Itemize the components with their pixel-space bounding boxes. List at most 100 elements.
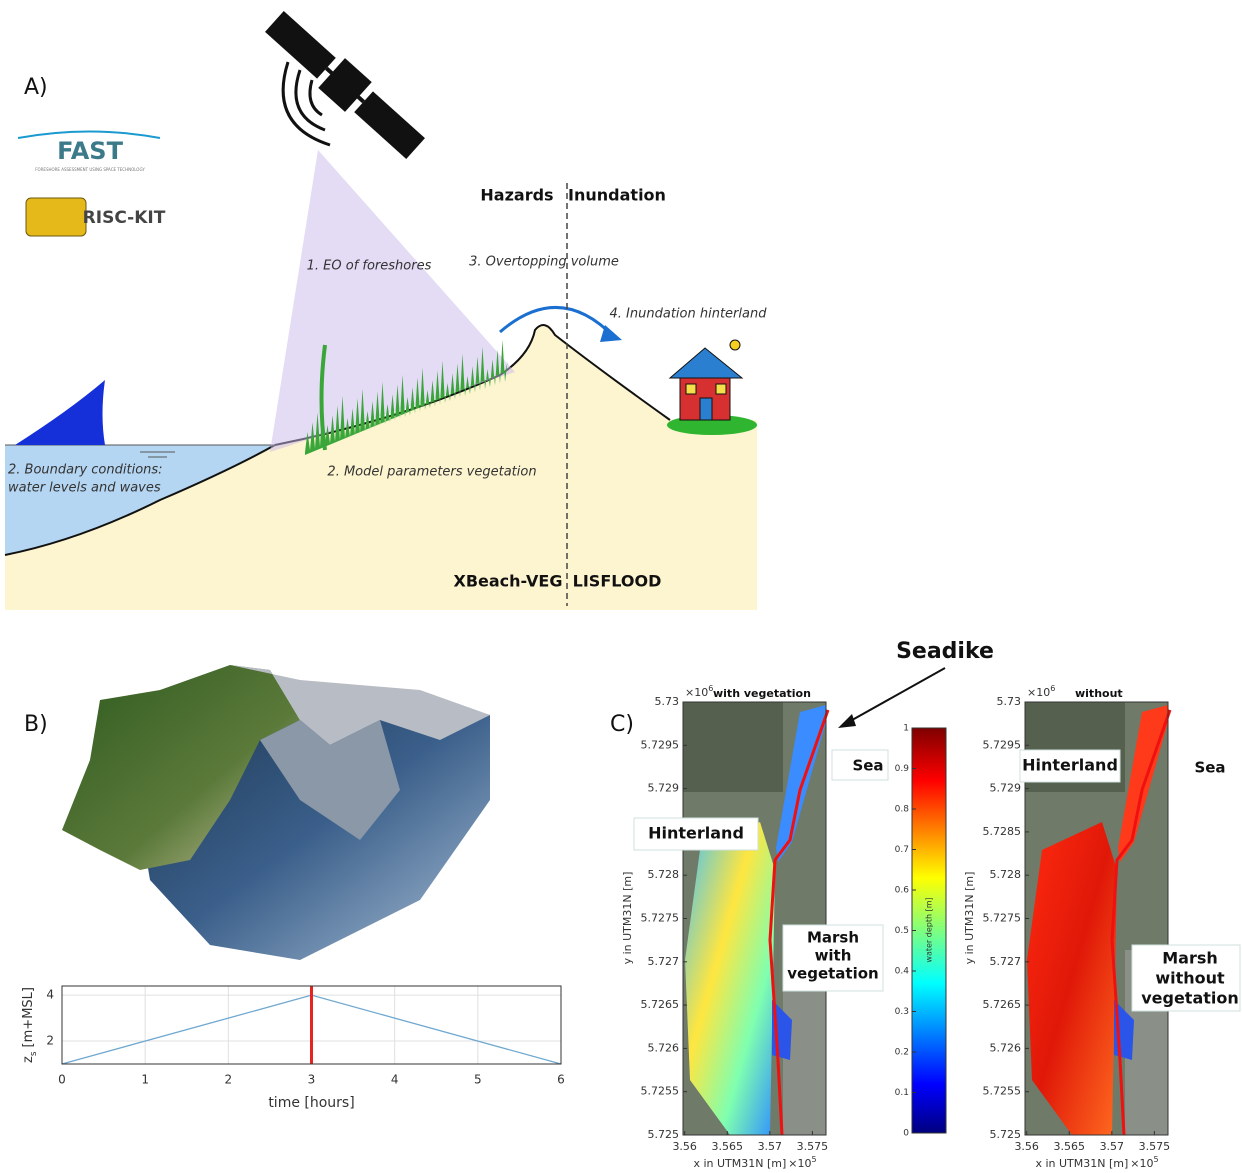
y-tick-label: 5.73: [655, 695, 680, 708]
x-label: x in UTM31N [m]: [693, 1157, 786, 1170]
annotation: without: [1155, 969, 1225, 988]
map-title: with vegetation: [713, 687, 811, 700]
y-tick-label: 5.726: [648, 1041, 680, 1054]
step-label: 1. EO of foreshores: [307, 259, 432, 274]
panel-label: A): [24, 75, 48, 100]
multiplier-base: ×10: [1130, 1157, 1153, 1170]
y-tick-label: 5.726: [990, 1041, 1022, 1054]
x-tick-label: 5: [474, 1073, 482, 1087]
x-tick-label: 3.57: [1100, 1140, 1125, 1153]
multiplier-base: ×10: [788, 1157, 811, 1170]
step-label: 4. Inundation hinterland: [610, 307, 768, 322]
multiplier-exp: 6: [1050, 684, 1055, 693]
colorbar-label: water depth [m]: [925, 897, 934, 962]
y-multiplier: ×106: [1027, 684, 1055, 700]
panel-label: B): [24, 712, 48, 737]
y-tick-label: 5.7275: [983, 912, 1022, 925]
y-tick-label: 5.728: [648, 868, 680, 881]
field: [683, 702, 783, 792]
x-tick-label: 1: [141, 1073, 149, 1087]
logo-risc-kit: RISC-KIT: [83, 208, 166, 228]
y-tick-label: 5.73: [997, 695, 1022, 708]
label-xbeach: XBeach-VEG: [454, 572, 563, 591]
overtopping-arrow: [500, 307, 615, 338]
x-tick-label: 3.575: [797, 1140, 829, 1153]
y-tick-label: 5.7295: [983, 738, 1022, 751]
figure: A) FAST FORESHORE ASSESSMENT USING SPACE…: [0, 0, 1242, 1173]
y-tick-label: 5.727: [990, 955, 1022, 968]
x-tick-label: 3.565: [712, 1140, 744, 1153]
x-tick-label: 3.57: [758, 1140, 783, 1153]
y-axis-label: zs[m+MSL]: [21, 987, 39, 1063]
logo-fast-subtitle: FORESHORE ASSESSMENT USING SPACE TECHNOL…: [35, 167, 145, 172]
y-tick-label: 5.7255: [983, 1085, 1022, 1098]
logo-toolbox: [26, 198, 86, 236]
colorbar-tick-label: 1: [903, 724, 909, 734]
colorbar-tick-label: 0: [903, 1129, 909, 1139]
y-tick-label: 5.7265: [641, 998, 680, 1011]
y-tick-label: 5.728: [990, 868, 1022, 881]
seadike-arrow: [845, 668, 945, 724]
colorbar-tick-label: 0.7: [895, 845, 909, 855]
colorbar-tick-label: 0.2: [895, 1048, 909, 1058]
y-label-unit: [m+MSL]: [21, 987, 36, 1047]
label-lisflood: LISFLOOD: [573, 572, 662, 591]
step-label: 3. Overtopping volume: [469, 255, 619, 270]
annotation: vegetation: [1141, 989, 1239, 1008]
colorbar-tick-label: 0.1: [895, 1088, 909, 1098]
colorbar-tick-label: 0.3: [895, 1007, 909, 1017]
annotation: Sea: [852, 757, 883, 775]
multiplier-exp: 5: [1153, 1155, 1158, 1164]
panel-c: C) Seadike 5.7255.72555.7265.72655.7275.…: [610, 639, 1240, 1170]
colorbar-tick-label: 0.5: [895, 926, 909, 936]
colorbar-tick-label: 0.6: [895, 886, 910, 896]
panel-b-surface: B): [24, 665, 490, 960]
y-tick-label: 5.7275: [641, 912, 680, 925]
y-tick-label: 5.7255: [641, 1085, 680, 1098]
logo-fast: FAST: [57, 137, 124, 165]
x-tick-label: 2: [225, 1073, 233, 1087]
label-inundation: Inundation: [568, 186, 666, 205]
x-tick-label: 3: [308, 1073, 316, 1087]
x-tick-label: 4: [391, 1073, 399, 1087]
x-tick-label: 3.565: [1054, 1140, 1086, 1153]
panel-a: A) FAST FORESHORE ASSESSMENT USING SPACE…: [5, 7, 767, 610]
annotation: Hinterland: [648, 824, 744, 843]
annotation: vegetation: [787, 965, 878, 983]
seadike-label: Seadike: [896, 639, 994, 664]
y-tick-label: 4: [46, 988, 54, 1002]
annotation: Hinterland: [1022, 756, 1118, 775]
y-tick-label: 5.729: [990, 782, 1022, 795]
y-tick-label: 5.7295: [641, 738, 680, 751]
panel-label: C): [610, 712, 634, 737]
y-axis-label: y in UTM31N [m]: [621, 872, 634, 965]
annotation: with: [815, 947, 852, 965]
colorbar-tick-label: 0.9: [895, 764, 910, 774]
flooded-area: [1027, 822, 1117, 1135]
colorbar-tick-label: 0.4: [895, 967, 910, 977]
arrow-head: [838, 714, 856, 728]
y-axis-label: y in UTM31N [m]: [963, 872, 976, 965]
y-label-subscript: s: [29, 1051, 39, 1056]
x-tick-label: 3.575: [1139, 1140, 1171, 1153]
y-tick-label: 5.7285: [983, 825, 1022, 838]
signal: [283, 62, 330, 145]
y-multiplier: ×106: [685, 684, 713, 700]
multiplier-base: ×10: [1027, 686, 1050, 699]
x-axis-label: x in UTM31N [m]×105: [1035, 1155, 1158, 1171]
x-tick-label: 3.56: [672, 1140, 697, 1153]
y-tick-label: 5.727: [648, 955, 680, 968]
y-tick-label: 5.729: [648, 782, 680, 795]
boundary-label: 2. Boundary conditions:: [8, 463, 163, 478]
annotation: Sea: [1194, 759, 1225, 777]
annotation: Marsh: [1162, 949, 1218, 968]
annotation: Marsh: [807, 929, 859, 947]
satellite: [261, 7, 429, 164]
wave: [15, 380, 105, 445]
label-hazards: Hazards: [480, 186, 553, 205]
multiplier-base: ×10: [685, 686, 708, 699]
x-axis-label: x in UTM31N [m]×105: [693, 1155, 816, 1171]
y-tick-label: 5.7265: [983, 998, 1022, 1011]
x-tick-label: 3.56: [1014, 1140, 1039, 1153]
house: [667, 340, 757, 435]
